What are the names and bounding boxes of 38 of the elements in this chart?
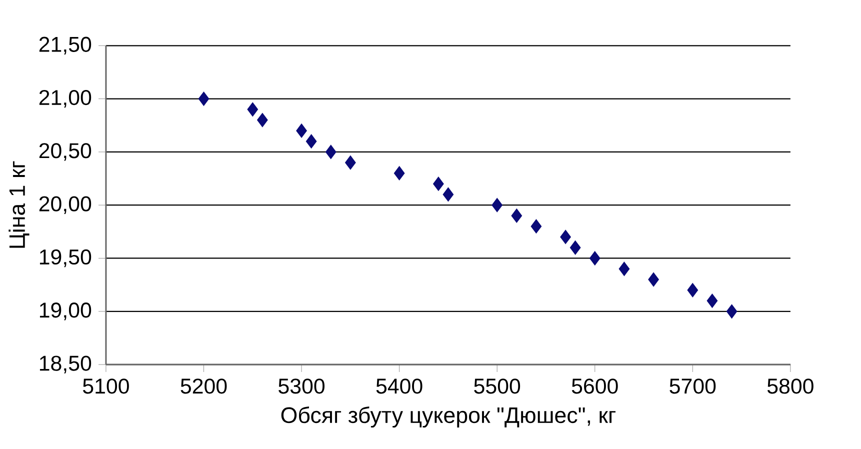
point [589, 251, 600, 266]
y-tick-label: 21,00 [39, 90, 92, 108]
point [570, 240, 581, 255]
point [306, 134, 317, 148]
x-tick-label: 5300 [278, 378, 324, 394]
x-tick-label: 5200 [180, 378, 227, 394]
y-tick-label: 19,50 [40, 249, 92, 267]
y-tick-label: 20,00 [39, 196, 92, 214]
y-tick-label: 20,50 [39, 142, 92, 161]
x-tick-label: 5400 [376, 378, 422, 394]
y-tick-label: 21,50 [39, 36, 92, 54]
y-axis-title: Ціна 1 кг [8, 161, 30, 248]
point [198, 92, 210, 106]
x-tick-label: 5600 [572, 378, 618, 394]
x-tick-label: 5100 [82, 378, 129, 394]
point [726, 304, 738, 318]
point [530, 219, 542, 234]
point [394, 166, 405, 180]
point [560, 230, 571, 244]
point [433, 176, 444, 191]
point [687, 282, 698, 298]
point [706, 294, 718, 308]
point [492, 198, 502, 212]
point [648, 272, 659, 286]
point [257, 112, 268, 127]
point [618, 262, 630, 276]
y-tick-label: 18,50 [40, 356, 92, 374]
point [442, 187, 454, 202]
x-tick-label: 5800 [767, 378, 814, 394]
x-axis-title: Обсяг збуту цукерок "Дюшес", кг [281, 406, 616, 428]
point [296, 123, 307, 138]
x-tick-label: 5500 [474, 378, 520, 394]
x-tick-label: 5700 [670, 378, 716, 394]
y-tick-label: 19,00 [40, 302, 92, 320]
point [325, 144, 336, 159]
point [247, 102, 258, 116]
point [511, 208, 522, 223]
point [345, 155, 356, 170]
